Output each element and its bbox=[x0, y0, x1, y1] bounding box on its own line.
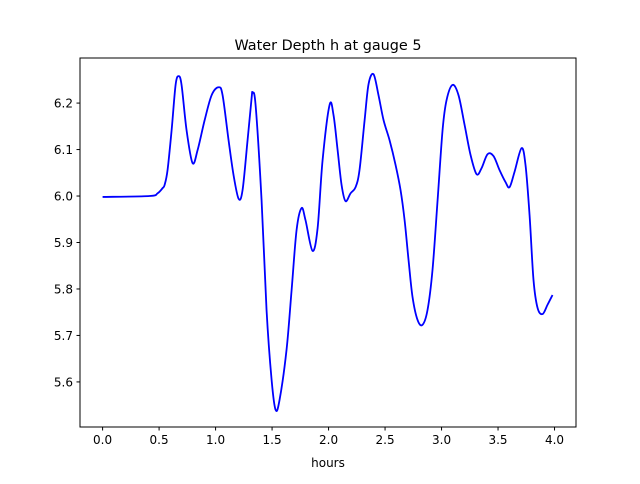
x-tick-label: 4.0 bbox=[545, 433, 564, 447]
x-tick-label: 1.0 bbox=[206, 433, 225, 447]
y-tick-label: 5.7 bbox=[54, 329, 73, 343]
y-tick-label: 6.0 bbox=[54, 190, 73, 204]
y-tick-label: 6.2 bbox=[54, 97, 73, 111]
x-tick-label: 2.5 bbox=[376, 433, 395, 447]
chart-title: Water Depth h at gauge 5 bbox=[234, 38, 421, 54]
x-tick-label: 0.5 bbox=[150, 433, 169, 447]
x-tick-label: 1.5 bbox=[263, 433, 282, 447]
x-axis-label: hours bbox=[311, 456, 345, 470]
x-tick-label: 3.0 bbox=[432, 433, 451, 447]
series-line-h bbox=[102, 72, 554, 412]
x-tick-label: 0.0 bbox=[93, 433, 112, 447]
x-tick-label: 3.5 bbox=[488, 433, 507, 447]
y-tick-label: 5.9 bbox=[54, 236, 73, 250]
y-tick-label: 6.1 bbox=[54, 143, 73, 157]
x-tick-label: 2.0 bbox=[319, 433, 338, 447]
plot-area bbox=[102, 72, 554, 412]
y-tick-label: 5.8 bbox=[54, 282, 73, 296]
y-axis: 5.6 5.7 5.8 5.9 6.0 6.1 6.2 bbox=[54, 97, 80, 389]
y-tick-label: 5.6 bbox=[54, 375, 73, 389]
x-axis: 0.0 0.5 1.0 1.5 2.0 2.5 3.0 3.5 4.0 bbox=[93, 427, 564, 447]
